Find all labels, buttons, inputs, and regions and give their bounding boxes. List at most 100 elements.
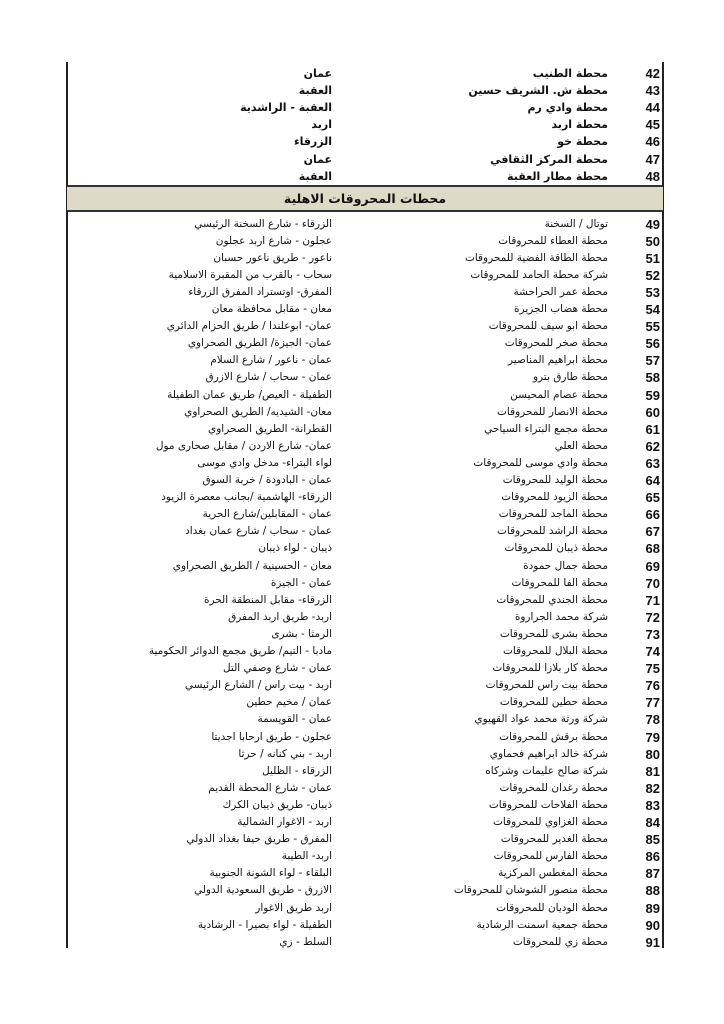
table-row: 42 محطة الطنيب عمان [67, 65, 663, 82]
station-location: اربد طريق الاغوار [255, 901, 332, 914]
station-name: محطة الفلاحات للمحروقات [488, 798, 608, 811]
row-number: 62 [645, 438, 660, 454]
table-row: 79 محطة برقش للمحروقات عجلون - طريق ارحابا… [67, 729, 663, 746]
table-row: 44 محطة وادي رم العقبة - الراشدية [67, 99, 663, 116]
station-location: اربد- طريق اربد المفرق [228, 610, 332, 623]
row-number: 64 [645, 473, 660, 488]
station-name: محطة وادي رم [527, 101, 608, 115]
table-row: 86 محطة الفارس للمحروقات اربد- الطيبة [67, 848, 663, 865]
row-number: 43 [645, 83, 660, 99]
row-number: 48 [645, 168, 660, 184]
station-name: محطة المغطس المركزية [498, 867, 608, 880]
station-name: محطة وادي موسى للمحروقات [473, 456, 608, 469]
station-location: البلقاء - لواء الشونة الجنوبية [209, 867, 333, 880]
station-name: محطة حطين للمحروقات [499, 696, 608, 709]
station-name: محطة اربد [551, 118, 608, 132]
row-number: 65 [645, 490, 660, 506]
row-number: 53 [645, 284, 660, 300]
table-row: 62 محطة العلي عمان- شارع الاردن / مقابل صح… [67, 438, 663, 455]
row-number: 52 [645, 267, 660, 283]
row-number: 80 [645, 746, 660, 762]
table-row: 63 محطة وادي موسى للمحروقات لواء البتراء- … [67, 455, 663, 472]
station-location: اربد - بيت راس / الشارع الرئيسي [184, 679, 332, 692]
station-location: عمان [303, 152, 332, 166]
station-location: ذيبان - لواء ذيبان [258, 542, 332, 555]
row-number: 84 [645, 815, 660, 830]
station-location: عمان- الجيزة/ الطريق الصحراوي [187, 337, 332, 350]
station-location: الزرقاء- الهاشمية /بجانب معصرة الزيود [161, 491, 332, 504]
table-row: 87 محطة المغطس المركزية البلقاء - لواء الش… [67, 865, 663, 882]
table-row: 48 محطة مطار العقبة العقبة [67, 168, 663, 185]
table-row: 50 محطة العطاء للمحروقات عجلون - شارع اربد… [67, 233, 663, 250]
station-name: محطة المركز الثقافي [490, 152, 608, 166]
station-name: محطة هضاب الجزيرة [514, 303, 608, 315]
station-name: محطة ذيبان للمحروقات [504, 542, 609, 555]
station-name: محطة مطار العقبة [507, 169, 608, 183]
station-location: المفرق - طريق حيفا بغداد الدولي [186, 833, 332, 846]
station-name: محطة عمر الحراحشة [513, 285, 608, 298]
station-name: محطة العطاء للمحروقات [498, 234, 608, 247]
station-location: عمان - البادودة / خربة السوق [202, 474, 332, 486]
station-location: معان - مقابل محافظة معان [211, 303, 332, 315]
row-number: 76 [645, 678, 660, 694]
table-row: 75 محطة كار بلازا للمحروقات عمان - شارع وص… [67, 660, 663, 677]
table-row: 67 محطة الراشد للمحروقات عمان - سحاب / شار… [67, 523, 663, 540]
table-row: 71 محطة الجندي للمحروقات الزرقاء- مقابل ال… [67, 592, 663, 609]
row-number: 72 [645, 609, 660, 625]
station-location: عمان - القويسمة [257, 713, 332, 726]
table-row: 56 محطة صخر للمحروقات عمان- الجيزة/ الطريق… [67, 335, 663, 352]
station-location: عمان - شارع وصفي التل [222, 662, 332, 675]
table-row: 78 شركة ورثة محمد عواد القهيوي عمان - القو… [67, 711, 663, 728]
row-number: 54 [645, 302, 660, 317]
table-row: 85 محطة الغدير للمحروقات المفرق - طريق حيف… [67, 831, 663, 848]
station-location: المفرق- اوتستراد المفرق الزرقاء [188, 285, 332, 298]
row-number: 46 [645, 134, 660, 150]
table-row: 51 محطة الطاقة الفضية للمحروقات ناعور - طر… [67, 250, 663, 267]
table-row: 81 شركة صالح عليمات وشركاه الزرقاء - الظلي… [67, 763, 663, 780]
station-name: محطة زي للمحروقات [512, 935, 608, 948]
table-row: 61 محطة مجمع البتراء السياحي القطرانة- الط… [67, 421, 663, 438]
row-number: 87 [645, 866, 660, 882]
table-row: 69 محطة جمال حمودة معان - الحسينية / الطري… [67, 558, 663, 575]
table-row: 74 محطة البلال للمحروقات مادبا - التيم/ طر… [67, 643, 663, 660]
row-number: 45 [645, 117, 660, 133]
row-number: 66 [645, 507, 660, 523]
table-row: 70 محطة الفا للمحروقات عمان - الجيزة [67, 575, 663, 592]
row-number: 67 [645, 524, 660, 540]
station-location: الزرقاء- مقابل المنطقة الحرة [203, 593, 332, 606]
station-name: محطة طارق بترو [532, 371, 608, 384]
station-location: الزرقاء - الظليل [262, 764, 332, 777]
row-number: 77 [645, 695, 660, 711]
station-name: محطة ش. الشريف حسين [468, 84, 608, 98]
station-name: محطة منصور الشوشان للمحروقات [453, 884, 608, 897]
row-number: 68 [645, 541, 660, 557]
station-location: الطفيلة - لواء بصيرا - الرشادية [197, 918, 332, 931]
station-location: ذيبان- طريق ذيبان الكرك [222, 798, 332, 811]
station-name: محطة بيت راس للمحروقات [485, 679, 608, 692]
row-number: 81 [645, 763, 660, 779]
table-row: 57 محطة ابراهيم المناصير عمان - ناعور / شا… [67, 352, 663, 369]
station-location: عجلون - شارع اربد عجلون [215, 234, 332, 247]
table-row: 84 محطة الغزاوي للمحروقات اربد - الاغوار ا… [67, 814, 663, 831]
station-location: عمان - سحاب / شارع الازرق [205, 371, 332, 384]
station-location: عمان - المقابلين/شارع الحرية [202, 508, 332, 521]
table-row: 91 محطة زي للمحروقات السلط - زي [67, 934, 663, 951]
station-location: الرمثا - بشرى [271, 627, 332, 640]
station-name: محطة الطاقة الفضية للمحروقات [464, 251, 608, 264]
station-location: معان - الحسينية / الطريق الصحراوي [172, 559, 332, 572]
station-name: محطة صخر للمحروقات [504, 337, 608, 350]
station-name: محطة جمال حمودة [523, 559, 608, 572]
row-number: 47 [645, 151, 660, 167]
table-row: 82 محطة رغدان للمحروقات عمان - شارع المحطة… [67, 780, 663, 797]
station-name: شركة محمد الجراروة [514, 610, 608, 623]
row-number: 90 [645, 917, 660, 933]
station-name: محطة البلال للمحروقات [503, 645, 608, 657]
station-location: عمان [303, 67, 332, 80]
station-name: محطة الفارس للمحروقات [493, 850, 608, 863]
station-name: محطة ابو سيف للمحروقات [488, 320, 608, 333]
station-location: الطفيلة - العيص/ طريق عمان الطفيلة [167, 388, 332, 401]
station-location: العقبة [298, 169, 332, 183]
row-number: 85 [645, 832, 660, 848]
station-name: محطة العلي [554, 439, 608, 452]
station-name: محطة الغدير للمحروقات [500, 833, 608, 846]
